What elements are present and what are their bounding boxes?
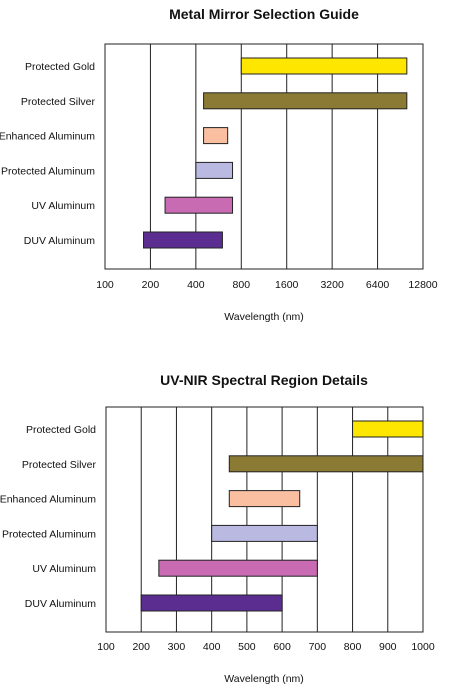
- chart-1-x-axis-label: Wavelength (nm): [224, 311, 304, 323]
- x-tick-label: 200: [142, 279, 160, 291]
- x-tick-label: 1000: [411, 641, 435, 653]
- selection-guide-chart: Metal Mirror Selection Guide Protected G…: [0, 6, 438, 323]
- x-tick-label: 400: [203, 641, 221, 653]
- category-label: DUV Aluminum: [25, 598, 96, 610]
- range-bar: [203, 127, 229, 145]
- x-tick-label: 600: [273, 641, 291, 653]
- range-bar: [195, 161, 234, 179]
- x-tick-label: 300: [168, 641, 186, 653]
- x-tick-label: 900: [379, 641, 397, 653]
- x-tick-label: 100: [96, 279, 114, 291]
- x-tick-label: 200: [132, 641, 150, 653]
- chart-1-category-labels: Protected Gold Protected Silver Enhanced A…: [0, 61, 95, 247]
- category-label: Protected Gold: [25, 61, 95, 73]
- chart-1-x-tick-labels: 100 200 400 800 1600 3200 6400 12800: [96, 279, 438, 291]
- category-label: UV Aluminum: [32, 563, 96, 575]
- x-tick-label: 100: [97, 641, 115, 653]
- category-label: Enhanced Aluminum: [0, 494, 96, 506]
- chart-2-x-tick-labels: 100 200 300 400 500 600 700 800 900 1000: [97, 641, 435, 653]
- chart-1-bars: [143, 57, 408, 249]
- chart-2-title: UV-NIR Spectral Region Details: [160, 372, 368, 388]
- range-bar: [158, 559, 318, 577]
- category-label: Enhanced Aluminum: [0, 131, 95, 143]
- range-bar: [203, 92, 408, 110]
- chart-1-title: Metal Mirror Selection Guide: [169, 6, 359, 22]
- x-tick-label: 1600: [275, 279, 299, 291]
- category-label: Protected Aluminum: [2, 528, 96, 540]
- range-bar: [143, 231, 223, 249]
- chart-2-x-axis-label: Wavelength (nm): [224, 673, 304, 685]
- x-tick-label: 500: [238, 641, 256, 653]
- range-bar: [164, 196, 234, 214]
- chart-1-plot-frame: [104, 43, 424, 270]
- range-bar: [211, 524, 318, 542]
- x-tick-label: 12800: [408, 279, 437, 291]
- x-tick-label: 700: [309, 641, 327, 653]
- category-label: Protected Silver: [21, 96, 96, 108]
- category-label: DUV Aluminum: [24, 235, 95, 247]
- category-label: Protected Silver: [22, 459, 97, 471]
- x-tick-label: 800: [233, 279, 251, 291]
- chart-2-plot-frame: [105, 406, 424, 633]
- chart-2-bars: [140, 420, 424, 612]
- range-bar: [240, 57, 408, 75]
- spectral-region-chart: UV-NIR Spectral Region Details Protected…: [0, 372, 435, 685]
- x-tick-label: 6400: [366, 279, 390, 291]
- x-tick-label: 400: [187, 279, 205, 291]
- x-tick-label: 3200: [320, 279, 344, 291]
- category-label: UV Aluminum: [31, 200, 95, 212]
- x-tick-label: 800: [344, 641, 362, 653]
- range-bar: [228, 490, 301, 508]
- range-bar: [352, 420, 424, 438]
- range-bar: [228, 455, 424, 473]
- range-bar: [140, 594, 283, 612]
- category-label: Protected Gold: [26, 424, 96, 436]
- chart-2-category-labels: Protected Gold Protected Silver Enhanced A…: [0, 424, 96, 610]
- category-label: Protected Aluminum: [1, 165, 95, 177]
